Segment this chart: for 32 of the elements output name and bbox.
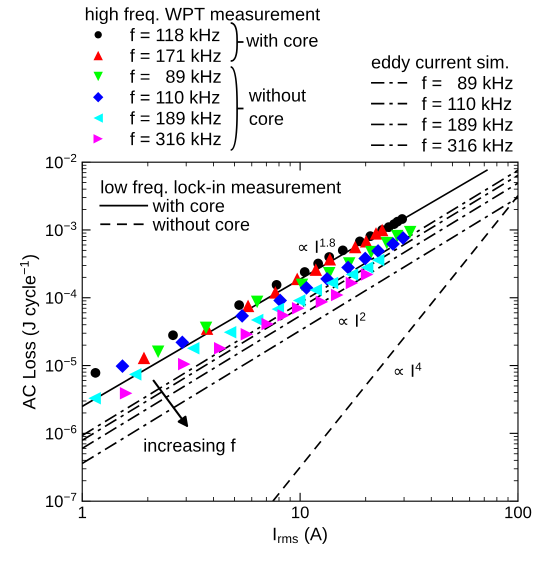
legend-label: f = 189 kHz bbox=[422, 118, 513, 131]
annotation: ∝ I$^{1.8}$ bbox=[298, 238, 336, 253]
x-tick-label: 10 bbox=[292, 506, 309, 518]
x-tick-label: 1 bbox=[78, 506, 86, 518]
legend-label: with core bbox=[152, 198, 224, 212]
legend-label: f = 89 kHz bbox=[130, 70, 221, 83]
y-axis-title: AC Loss (J cycle$^{−1}$) bbox=[20, 255, 40, 410]
y-tick-label: 10$^{−2}$ bbox=[46, 154, 76, 168]
legend-label: f = 110 kHz bbox=[130, 90, 220, 104]
annotation: low freq. lock-in measurement bbox=[102, 180, 341, 198]
y-tick-label: 10$^{−4}$ bbox=[46, 289, 77, 304]
legend-label: f = 89 kHz bbox=[422, 76, 513, 90]
legend-title: high freq. WPT measurement bbox=[86, 7, 320, 24]
annotation: increasing f bbox=[144, 438, 236, 456]
x-axis-title: I$_{rms}$ (A) bbox=[274, 527, 327, 544]
text: eddy current sim. bbox=[372, 55, 508, 72]
annotation: ∝ I$^{4}$ bbox=[394, 362, 422, 377]
x-tick-label: 100 bbox=[505, 506, 532, 518]
y-tick-label: 10$^{−3}$ bbox=[46, 222, 76, 236]
text: with core bbox=[246, 34, 318, 47]
y-tick-label: 10$^{−7}$ bbox=[46, 492, 76, 508]
legend-label: without core bbox=[152, 217, 250, 231]
annotation: ∝ I$^{2}$ bbox=[338, 312, 366, 327]
legend-label: f = 171 kHz bbox=[130, 48, 221, 62]
y-tick-label: 10$^{−6}$ bbox=[46, 425, 76, 440]
legend-label: f = 316 kHz bbox=[422, 138, 513, 152]
legend-label: f = 110 kHz bbox=[422, 96, 512, 110]
text: without core bbox=[248, 88, 306, 126]
legend-label: f = 316 kHz bbox=[130, 132, 221, 146]
legend-label: f = 189 kHz bbox=[130, 111, 221, 124]
legend-label: f = 118 kHz bbox=[130, 28, 220, 42]
y-tick-label: 10$^{−5}$ bbox=[46, 357, 76, 372]
